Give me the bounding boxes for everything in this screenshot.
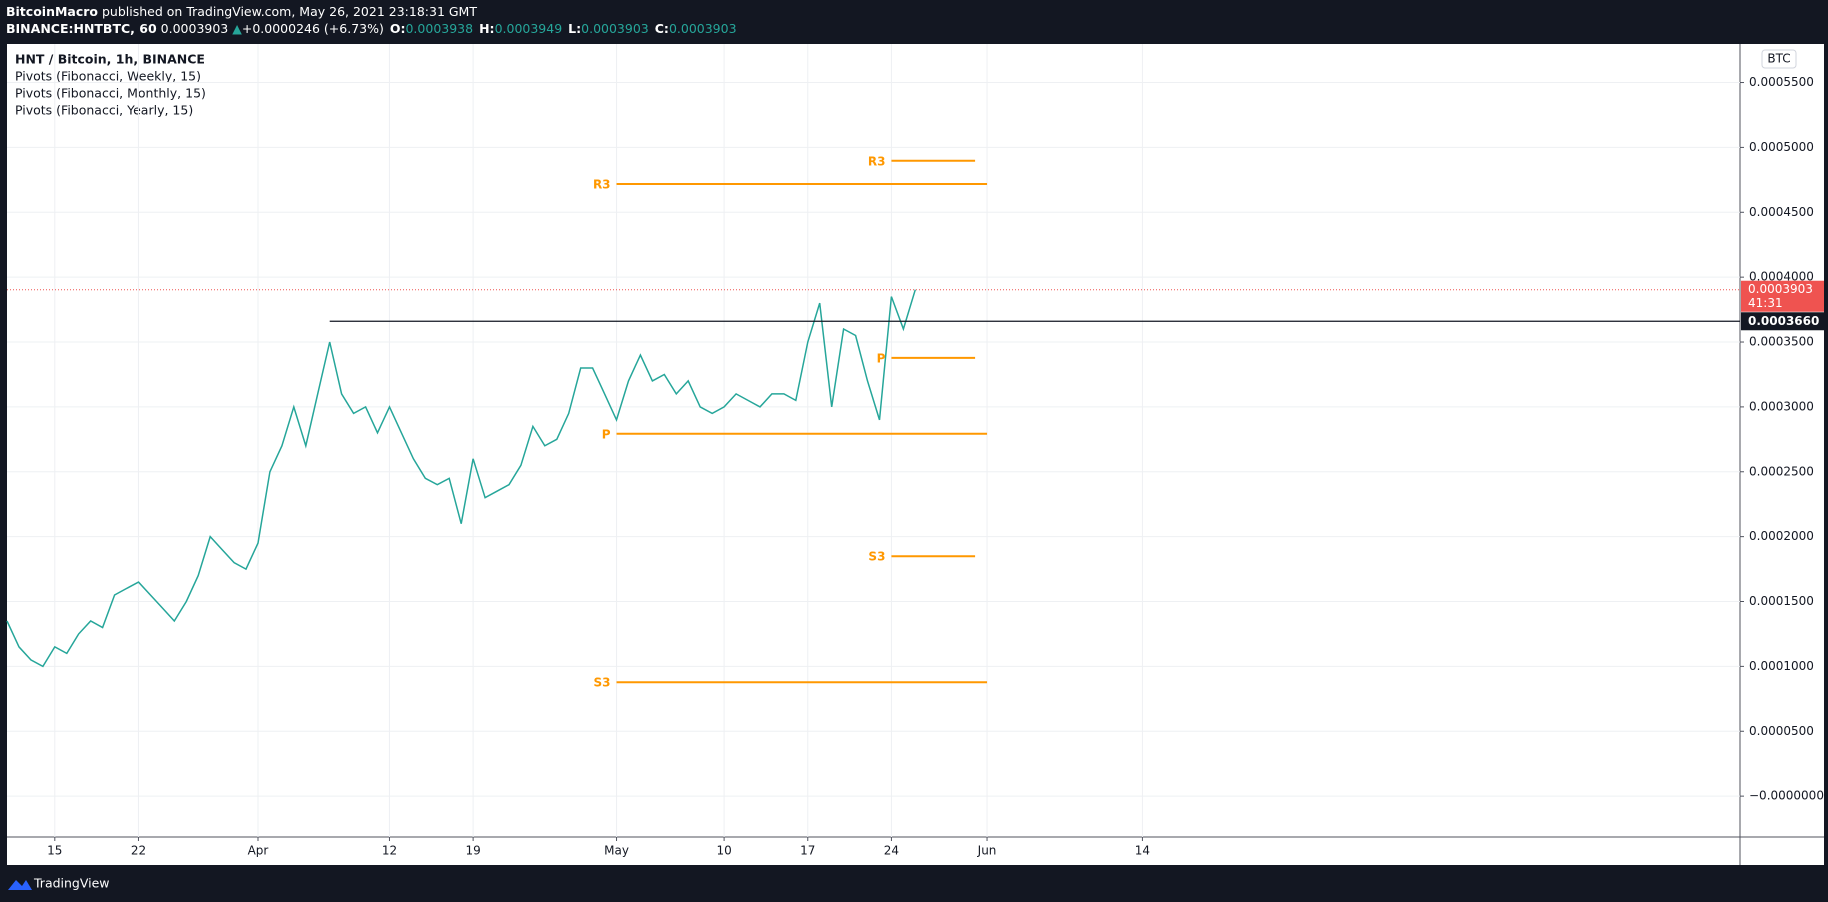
- y-tick-label: 0.0001000: [1749, 659, 1814, 673]
- brand: TradingView: [33, 876, 110, 891]
- ohlc-label: H:: [479, 21, 494, 36]
- x-tick-label: Apr: [248, 844, 269, 858]
- plot-area: [7, 44, 1740, 837]
- level-label: 0.0003660: [1748, 314, 1819, 328]
- x-tick-label: 24: [884, 844, 899, 858]
- y-tick-label: 0.0001500: [1749, 594, 1814, 608]
- last-price-box: [1741, 280, 1824, 312]
- x-tick-label: 15: [47, 844, 62, 858]
- x-tick-label: 19: [465, 844, 480, 858]
- ohlc-value: 0.0003949: [495, 21, 563, 36]
- change: +0.0000246 (+6.73%): [242, 21, 384, 36]
- ohlc-label: O:: [390, 21, 406, 36]
- ohlc-label: C:: [655, 21, 669, 36]
- y-tick-label: 0.0004000: [1749, 270, 1814, 284]
- pivot-label: R3: [593, 177, 611, 191]
- y-tick-label: 0.0003500: [1749, 335, 1814, 349]
- currency-box: [1761, 49, 1797, 69]
- author: BitcoinMacro: [6, 4, 98, 19]
- price-axis: [1740, 44, 1824, 865]
- ohlc: O:0.0003938 H:0.0003949 L:0.0003903 C:0.000…: [390, 21, 737, 36]
- y-tick-label: 0.0002500: [1749, 464, 1814, 478]
- pivot-label: P: [877, 351, 886, 365]
- pivot-label: S3: [594, 676, 611, 690]
- y-tick-label: 0.0005500: [1749, 75, 1814, 89]
- pivot-label: P: [602, 427, 611, 441]
- time-axis: [7, 837, 1824, 865]
- plot: R3 P S3 R3 P S3: [6, 44, 1740, 837]
- y-tick-label: −0.0000000: [1749, 789, 1824, 803]
- ohlc-value: 0.0003903: [669, 21, 737, 36]
- logo: [8, 880, 32, 890]
- x-tick-label: 17: [800, 844, 815, 858]
- ohlc-label: L:: [568, 21, 581, 36]
- x-tick-label: 22: [131, 844, 146, 858]
- countdown: 41:31: [1748, 296, 1783, 310]
- published: published on TradingView.com, May 26, 20…: [102, 4, 477, 19]
- y-tick-label: 0.0002000: [1749, 529, 1814, 543]
- header-line-2: BINANCE:HNTBTC, 60 0.0003903 ▲+0.0000246…: [6, 21, 737, 36]
- y-tick-label: 0.0004500: [1749, 205, 1814, 219]
- y-tick-label: 0.0000500: [1749, 724, 1814, 738]
- pivot-label: S3: [868, 550, 885, 564]
- x-tick-label: Jun: [977, 844, 997, 858]
- currency: BTC: [1767, 52, 1790, 66]
- chart-title: HNT / Bitcoin, 1h, BINANCE: [15, 52, 205, 67]
- header-line-1: BitcoinMacro published on TradingView.co…: [6, 4, 477, 19]
- ohlc-value: 0.0003938: [405, 21, 473, 36]
- x-tick-label: May: [604, 844, 629, 858]
- indicator: Pivots (Fibonacci, Monthly, 15): [15, 86, 206, 101]
- price-line: [6, 289, 917, 668]
- y-tick-label: 0.0003000: [1749, 399, 1814, 413]
- indicator: Pivots (Fibonacci, Yearly, 15): [15, 103, 193, 118]
- legend: HNT / Bitcoin, 1h, BINANCE Pivots (Fibon…: [15, 52, 206, 118]
- level-box: [1741, 312, 1824, 331]
- price: 0.0003903: [161, 21, 229, 36]
- x-tick-label: 14: [1135, 844, 1150, 858]
- x-tick-label: 10: [716, 844, 731, 858]
- x-tick-label: 12: [382, 844, 397, 858]
- footer: TradingView: [8, 876, 110, 891]
- arrow: ▲: [232, 21, 242, 36]
- indicator: Pivots (Fibonacci, Weekly, 15): [15, 69, 201, 84]
- last-price-label: 0.0003903: [1748, 282, 1813, 296]
- ohlc-value: 0.0003903: [581, 21, 649, 36]
- pivot-label: R3: [868, 154, 886, 168]
- symbol: BINANCE:HNTBTC, 60: [6, 21, 157, 36]
- y-tick-label: 0.0005000: [1749, 140, 1814, 154]
